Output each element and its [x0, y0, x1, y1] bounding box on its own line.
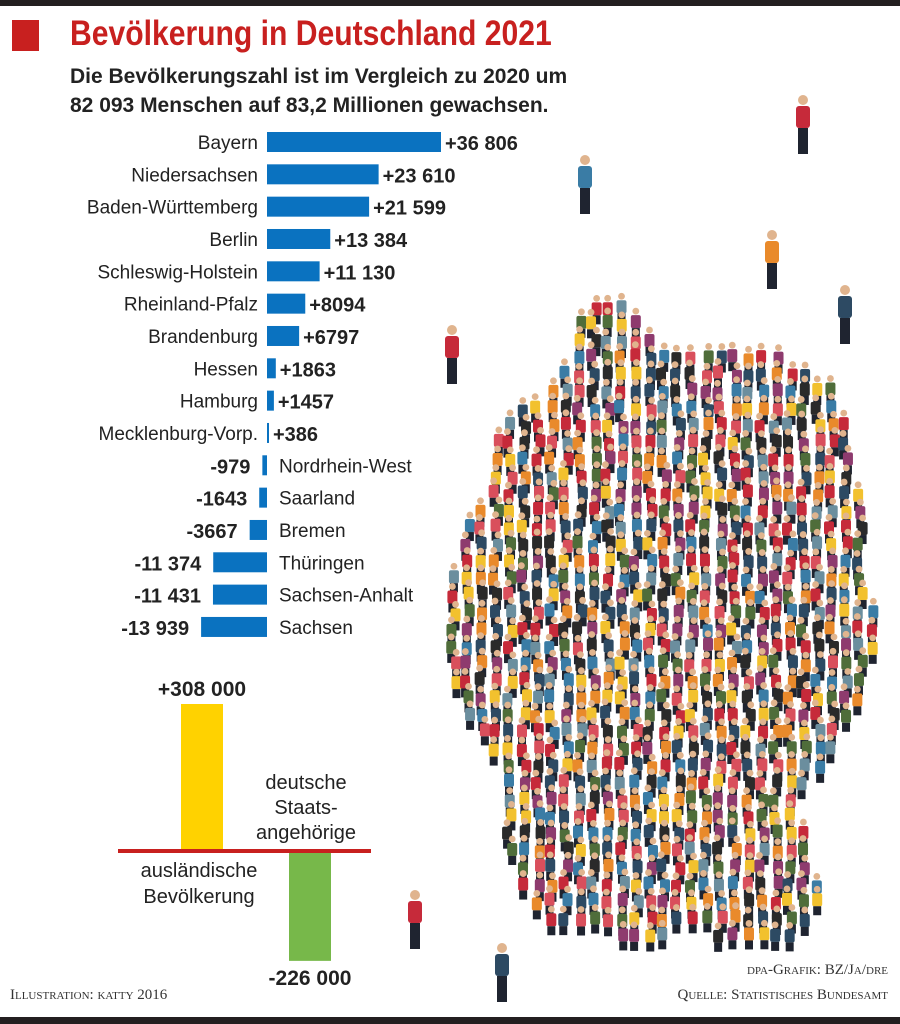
- category-label: ausländische: [141, 860, 258, 882]
- bar-Hamburg: [267, 390, 274, 411]
- bar-deutsche Staatsangehörige: [289, 853, 331, 961]
- subtitle-line-2: 82 093 Menschen auf 83,2 Millionen gewac…: [70, 94, 549, 117]
- value-label: +23 610: [383, 165, 456, 187]
- person-figure: [838, 285, 852, 344]
- bar-Sachsen-Anhalt: [212, 584, 267, 605]
- bar-Thüringen: [213, 552, 267, 573]
- value-label: +36 806: [445, 133, 518, 155]
- category-label: Berlin: [209, 230, 258, 251]
- bar-Brandenburg: [267, 325, 300, 346]
- chart-title: Bevölkerung in Deutschland 2021: [70, 14, 552, 53]
- bar-Mecklenburg-Vorp.: [267, 422, 269, 443]
- subtitle-line-1: Die Bevölkerungszahl ist im Vergleich zu…: [70, 65, 568, 88]
- bar-Bayern: [267, 132, 441, 152]
- bar-Bremen: [249, 519, 267, 540]
- value-label: -11 374: [134, 553, 202, 575]
- value-label: -1643: [196, 489, 247, 511]
- illustration-credit: Illustration: katty 2016: [10, 987, 168, 1003]
- category-label: Rheinland-Pfalz: [124, 295, 258, 316]
- category-label: Bayern: [198, 133, 258, 154]
- graphic-credit: dpa-Grafik: BZ/Ja/dre: [746, 962, 888, 978]
- person-figure: [765, 230, 779, 289]
- category-label: Brandenburg: [148, 327, 258, 348]
- value-label: -3667: [187, 521, 238, 543]
- category-label: Sachsen: [279, 618, 353, 639]
- value-label: +6797: [303, 327, 359, 349]
- value-label: +1863: [280, 359, 336, 381]
- category-label: Baden-Württemberg: [87, 198, 258, 219]
- category-label: Sachsen-Anhalt: [279, 586, 414, 607]
- person-figure: [445, 325, 459, 384]
- value-label: -226 000: [269, 967, 352, 990]
- category-label: angehörige: [256, 822, 356, 844]
- value-label: -13 939: [121, 618, 189, 640]
- bar-Baden-Württemberg: [267, 196, 370, 217]
- crowd-group: [446, 292, 879, 952]
- category-label: Mecklenburg-Vorp.: [99, 424, 258, 445]
- baseline: [118, 849, 371, 853]
- value-label: +11 130: [324, 262, 396, 284]
- top-border: [0, 0, 900, 6]
- bar-Sachsen: [201, 616, 267, 637]
- category-label: Nordrhein-West: [279, 456, 412, 477]
- category-label: Niedersachsen: [131, 165, 258, 186]
- value-label: +308 000: [158, 678, 246, 701]
- category-label: Saarland: [279, 489, 355, 510]
- person-figure: [495, 943, 509, 1002]
- category-label: Hessen: [194, 359, 258, 380]
- category-label: Staats-: [274, 797, 337, 819]
- bar-Niedersachsen: [267, 164, 379, 185]
- category-label: Bremen: [279, 521, 346, 542]
- person-figure: [796, 95, 810, 154]
- value-label: +1457: [278, 392, 334, 414]
- category-label: Bevölkerung: [143, 886, 254, 908]
- person-figure: [578, 155, 592, 214]
- bar-Hessen: [267, 358, 276, 379]
- value-label: +13 384: [334, 230, 408, 252]
- category-label: Thüringen: [279, 553, 365, 574]
- chart-subtitle: Die Bevölkerungszahl ist im Vergleich zu…: [70, 62, 567, 120]
- value-label: +8094: [309, 295, 366, 317]
- bar-ausländische Bevölkerung: [181, 704, 223, 851]
- bar-Rheinland-Pfalz: [267, 293, 306, 314]
- category-label: Schleswig-Holstein: [97, 262, 258, 283]
- bar-Saarland: [259, 487, 267, 508]
- value-label: -979: [210, 456, 250, 478]
- source-credit: Quelle: Statistisches Bundesamt: [677, 987, 888, 1003]
- category-label: deutsche: [265, 772, 346, 794]
- category-label: Hamburg: [180, 392, 258, 413]
- bottom-border: [0, 1017, 900, 1024]
- value-label: +386: [273, 424, 318, 446]
- title-marker: [12, 20, 39, 51]
- bar-Nordrhein-West: [262, 455, 267, 476]
- person-figure: [408, 890, 422, 949]
- bar-Schleswig-Holstein: [267, 261, 320, 282]
- value-label: -11 431: [134, 586, 201, 608]
- value-label: +21 599: [373, 198, 446, 220]
- bar-Berlin: [267, 228, 331, 249]
